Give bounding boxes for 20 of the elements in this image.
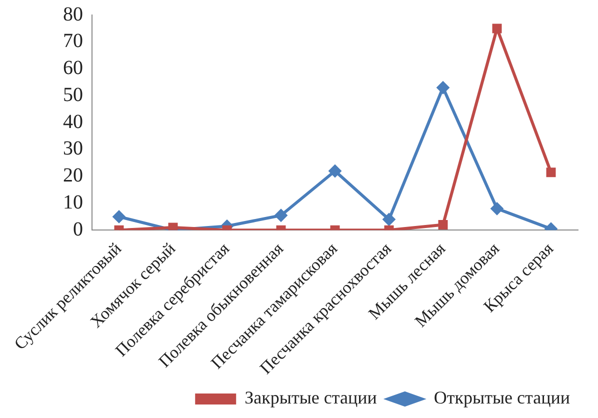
point	[546, 168, 556, 178]
y-tick-label: 70	[63, 30, 83, 52]
y-tick-label: 10	[63, 192, 83, 214]
point	[274, 208, 288, 222]
point	[382, 212, 396, 226]
point	[492, 24, 502, 34]
point	[112, 210, 126, 224]
y-tick-label: 0	[73, 218, 83, 240]
point	[490, 202, 504, 216]
point	[436, 81, 450, 94]
legend-label: Открытые стации	[434, 388, 570, 408]
y-tick-label: 80	[63, 3, 83, 26]
y-tick-label: 30	[63, 138, 83, 160]
y-tick-label: 40	[63, 110, 83, 133]
y-tick-label: 20	[63, 164, 83, 187]
y-tick-label: 60	[63, 57, 83, 80]
point	[328, 164, 342, 178]
y-tick-label: 50	[63, 84, 83, 106]
point	[438, 220, 448, 230]
legend-label: Закрытые стации	[244, 388, 378, 408]
